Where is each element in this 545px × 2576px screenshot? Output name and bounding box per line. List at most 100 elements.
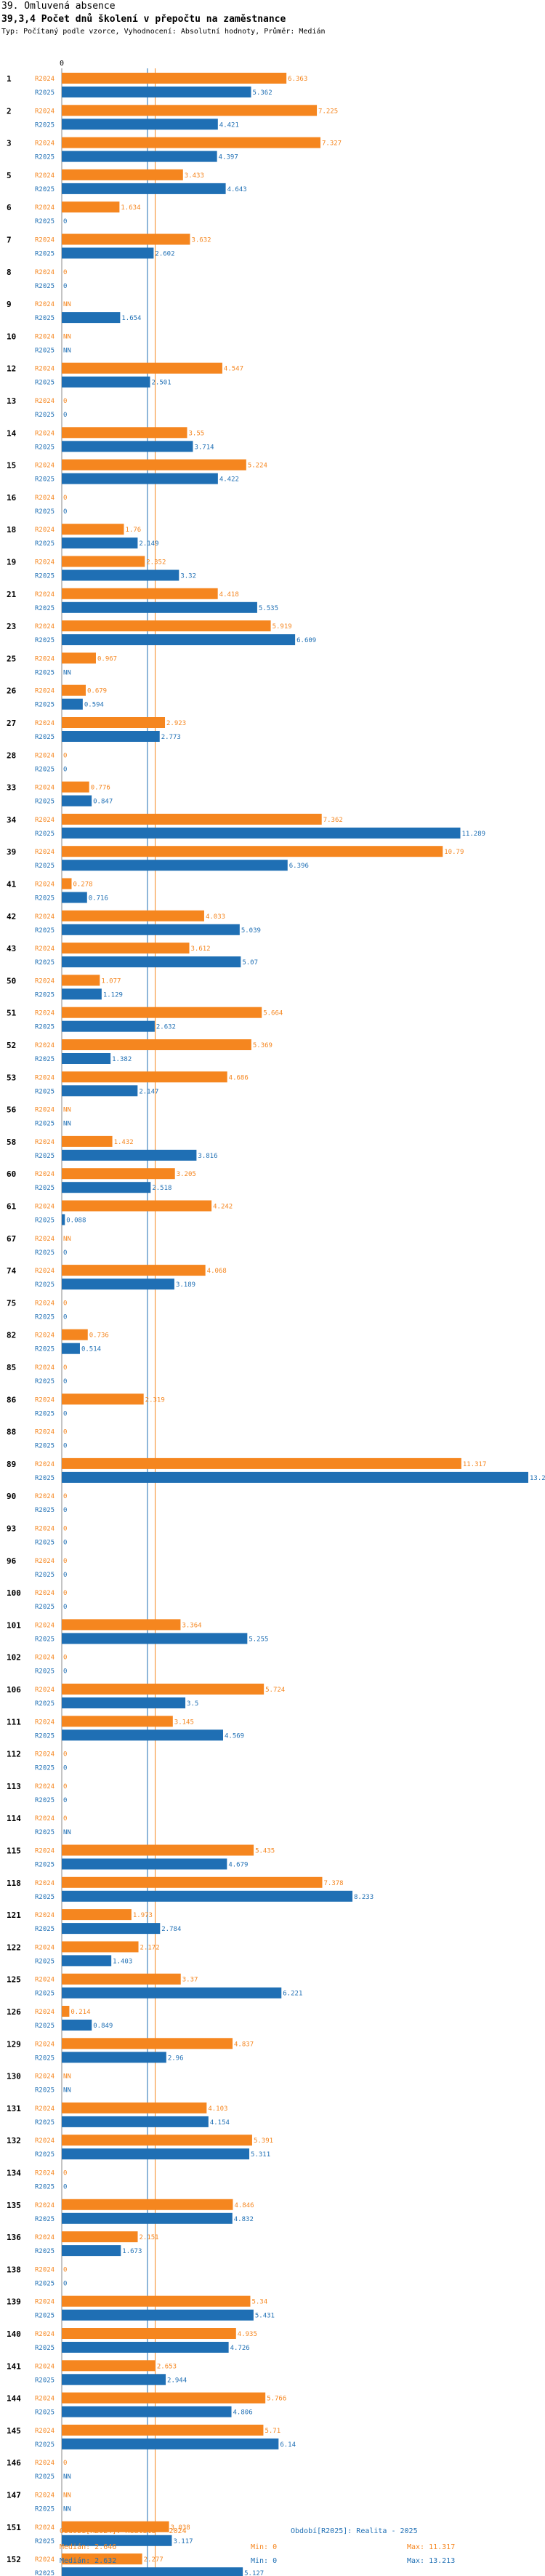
bar-r2024 (62, 524, 124, 535)
category-label: 111 (7, 1717, 21, 1727)
series-label: R2024 (35, 527, 54, 534)
category-label: 131 (7, 2104, 21, 2113)
value-label: 0 (63, 1590, 67, 1597)
value-label: 5.71 (265, 2428, 280, 2435)
series-label: R2024 (35, 172, 54, 180)
series-label: R2025 (35, 2087, 54, 2095)
category-label: 85 (7, 1363, 16, 1372)
bar-r2025 (62, 441, 193, 452)
bar-r2025 (62, 1858, 227, 1870)
category-label: 3 (7, 139, 12, 148)
value-label: 1.673 (122, 2248, 142, 2255)
value-label: 0 (63, 1410, 67, 1417)
series-label: R2024 (35, 2363, 54, 2370)
value-label: 5.311 (251, 2151, 270, 2159)
series-label: R2025 (35, 1732, 54, 1740)
series-label: R2025 (35, 2055, 54, 2062)
value-label: 4.242 (213, 1204, 233, 1211)
category-label: 25 (7, 654, 16, 663)
category-label: 100 (7, 1588, 21, 1598)
series-label: R2025 (35, 927, 54, 935)
series-label: R2025 (35, 1829, 54, 1836)
bar-r2025 (62, 376, 150, 388)
series-label: R2024 (35, 495, 54, 502)
value-label: 3.145 (174, 1719, 194, 1726)
series-label: R2025 (35, 2473, 54, 2481)
value-label: 4.418 (219, 591, 239, 599)
bar-r2025 (62, 1149, 197, 1161)
bar-r2025 (62, 892, 87, 903)
bar-r2024 (62, 2102, 207, 2113)
series-label: R2025 (35, 1572, 54, 1579)
value-label: 0.088 (66, 1217, 86, 1225)
bar-r2024 (62, 1071, 227, 1083)
bar-r2024 (62, 105, 318, 116)
series-label: R2025 (35, 283, 54, 290)
bar-r2024 (62, 1168, 175, 1180)
series-label: R2025 (35, 540, 54, 548)
axis-zero-label: 0 (60, 60, 64, 68)
series-label: R2024 (35, 1236, 54, 1243)
bar-r2024 (62, 846, 443, 857)
value-label: 4.033 (206, 913, 225, 921)
bar-r2024 (62, 459, 246, 471)
series-label: R2025 (35, 2570, 54, 2576)
value-label: 5.391 (254, 2137, 273, 2145)
series-label: R2024 (35, 430, 54, 437)
bar-r2024 (62, 2328, 236, 2339)
bar-r2025 (62, 1729, 224, 1741)
bar-r2024 (62, 652, 96, 664)
series-label: R2024 (35, 366, 54, 373)
bar-r2025 (62, 1182, 151, 1193)
value-label: 0.736 (89, 1332, 109, 1340)
chart-title: 39,3,4 Počet dnů školení v přepočtu na z… (1, 14, 286, 25)
value-label: 5.039 (241, 927, 261, 935)
value-label: 3.433 (185, 172, 204, 180)
value-label: 0 (63, 1249, 67, 1257)
category-label: 114 (7, 1814, 21, 1823)
value-label: 5.435 (255, 1848, 275, 1855)
value-label: 0 (63, 1604, 67, 1611)
series-label: R2024 (35, 398, 54, 405)
series-label: R2024 (35, 1429, 54, 1436)
bar-r2024 (62, 201, 120, 213)
series-label: R2024 (35, 204, 54, 212)
category-label: 16 (7, 493, 17, 503)
bar-r2025 (62, 247, 154, 259)
value-label: 4.154 (210, 2119, 230, 2127)
series-label: R2025 (35, 1700, 54, 1708)
value-label: 2.151 (140, 2234, 159, 2241)
value-label: 1.973 (133, 1912, 153, 1919)
series-label: R2024 (35, 1268, 54, 1275)
category-label: 136 (7, 2233, 21, 2242)
bar-r2025 (62, 860, 288, 871)
category-label: 50 (7, 976, 16, 985)
series-label: R2025 (35, 1604, 54, 1611)
series-label: R2024 (35, 1526, 54, 1533)
value-label: 1.077 (101, 977, 121, 985)
value-label: 1.634 (121, 204, 140, 212)
value-label: 4.806 (233, 2409, 253, 2417)
value-label: 0.849 (93, 2023, 113, 2030)
value-label: 0 (63, 1765, 67, 1772)
value-label: 4.837 (234, 2041, 254, 2048)
category-label: 140 (7, 2329, 21, 2339)
value-label: 7.362 (323, 817, 343, 824)
category-label: 118 (7, 1879, 21, 1888)
category-label: 115 (7, 1847, 21, 1856)
series-label: R2025 (35, 766, 54, 773)
category-label: 90 (7, 1492, 16, 1501)
value-label: 4.643 (227, 186, 247, 193)
bar-r2024 (62, 1909, 132, 1921)
category-label: 10 (7, 332, 16, 341)
category-label: 145 (7, 2426, 21, 2436)
value-label: 0.716 (89, 895, 108, 903)
bar-r2024 (62, 943, 190, 954)
category-label: 75 (7, 1298, 16, 1308)
bar-r2024 (62, 1265, 206, 1276)
series-label: R2024 (35, 720, 54, 727)
series-label: R2024 (35, 1139, 54, 1146)
value-label: 8.233 (354, 1894, 374, 1901)
series-label: R2025 (35, 734, 54, 741)
value-label: 4.421 (219, 121, 239, 129)
